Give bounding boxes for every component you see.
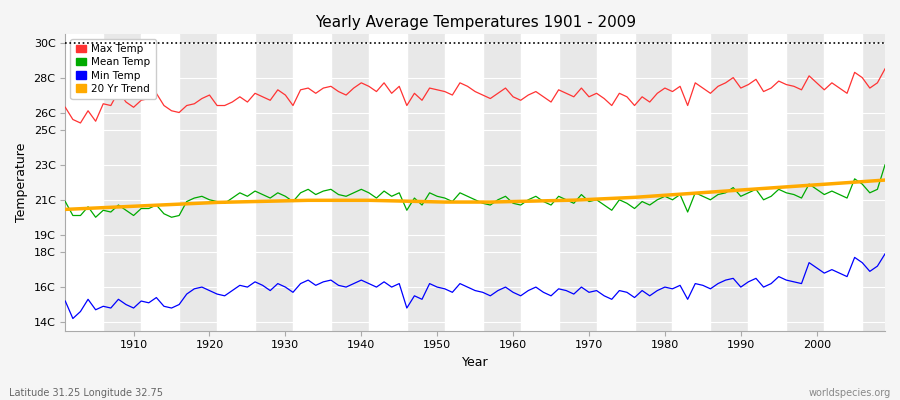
Bar [369, 34, 407, 331]
Text: worldspecies.org: worldspecies.org [809, 388, 891, 398]
Bar [445, 34, 482, 331]
Text: Latitude 31.25 Longitude 32.75: Latitude 31.25 Longitude 32.75 [9, 388, 163, 398]
Bar [66, 34, 104, 331]
Bar [521, 34, 559, 331]
Bar [597, 34, 634, 331]
Bar [141, 34, 179, 331]
Title: Yearly Average Temperatures 1901 - 2009: Yearly Average Temperatures 1901 - 2009 [315, 15, 635, 30]
Y-axis label: Temperature: Temperature [15, 143, 28, 222]
Bar [217, 34, 255, 331]
X-axis label: Year: Year [462, 356, 489, 369]
Bar [672, 34, 710, 331]
Bar [824, 34, 862, 331]
Legend: Max Temp, Mean Temp, Min Temp, 20 Yr Trend: Max Temp, Mean Temp, Min Temp, 20 Yr Tre… [70, 39, 156, 99]
Bar [749, 34, 787, 331]
Bar [293, 34, 331, 331]
